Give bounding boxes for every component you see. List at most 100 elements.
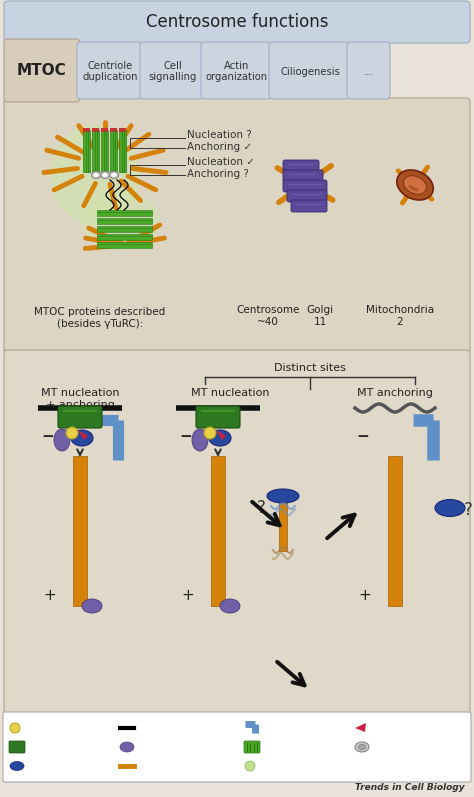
- Ellipse shape: [355, 742, 369, 752]
- FancyBboxPatch shape: [4, 98, 470, 354]
- Text: 11: 11: [313, 317, 327, 327]
- FancyBboxPatch shape: [283, 160, 319, 172]
- Text: Distal appendage: Distal appendage: [372, 724, 452, 732]
- Text: Centrosome functions: Centrosome functions: [146, 13, 328, 31]
- Bar: [83, 128, 91, 132]
- Bar: [279, 496, 287, 551]
- Bar: [110, 130, 118, 172]
- Ellipse shape: [50, 125, 140, 225]
- Ellipse shape: [109, 171, 118, 179]
- Text: Centrosome: Centrosome: [237, 305, 300, 315]
- FancyBboxPatch shape: [9, 741, 25, 753]
- Bar: [92, 130, 100, 172]
- Text: Nucleation ✓: Nucleation ✓: [187, 157, 255, 167]
- Text: −: −: [356, 429, 369, 443]
- Ellipse shape: [54, 429, 70, 451]
- Polygon shape: [355, 723, 366, 732]
- Polygon shape: [216, 430, 226, 440]
- Text: PCM: PCM: [262, 761, 282, 771]
- Text: Anchoring ?: Anchoring ?: [187, 169, 249, 179]
- Text: Golgi: Golgi: [306, 305, 334, 315]
- Ellipse shape: [71, 430, 93, 446]
- Text: Centriole: Centriole: [262, 743, 303, 752]
- Text: ?: ?: [256, 499, 265, 517]
- Text: MT nucleation: MT nucleation: [191, 388, 269, 398]
- Polygon shape: [78, 430, 88, 440]
- Ellipse shape: [93, 173, 99, 177]
- Bar: [388, 456, 402, 606]
- FancyBboxPatch shape: [58, 406, 102, 428]
- Ellipse shape: [267, 489, 299, 503]
- Bar: [97, 218, 152, 223]
- Bar: [211, 456, 225, 606]
- Bar: [97, 242, 152, 248]
- Text: ~40: ~40: [257, 317, 279, 327]
- Text: MTOC proteins described
(besides γTuRC):: MTOC proteins described (besides γTuRC):: [35, 307, 165, 328]
- Text: γTuRC activator: γTuRC activator: [27, 724, 98, 732]
- Text: Anchoring factor: Anchoring factor: [262, 724, 337, 732]
- Text: ?: ?: [464, 501, 473, 519]
- Text: −: −: [42, 429, 55, 443]
- Text: Centriole
duplication: Centriole duplication: [83, 61, 138, 82]
- Ellipse shape: [10, 761, 24, 771]
- Text: −: −: [180, 429, 192, 443]
- Bar: [73, 456, 87, 606]
- Bar: [97, 226, 152, 231]
- FancyBboxPatch shape: [244, 741, 260, 753]
- Text: MT regulator: MT regulator: [137, 743, 195, 752]
- FancyBboxPatch shape: [4, 350, 470, 716]
- Text: MT nucleation
+ anchoring: MT nucleation + anchoring: [41, 388, 119, 410]
- Ellipse shape: [120, 742, 134, 752]
- Text: Actin
organization: Actin organization: [206, 61, 268, 82]
- Ellipse shape: [192, 429, 208, 451]
- FancyBboxPatch shape: [196, 406, 240, 428]
- FancyBboxPatch shape: [4, 39, 80, 102]
- FancyBboxPatch shape: [287, 190, 327, 202]
- Text: 2: 2: [397, 317, 403, 327]
- Text: +: +: [44, 588, 56, 603]
- Ellipse shape: [80, 190, 160, 250]
- Bar: [119, 128, 127, 132]
- FancyBboxPatch shape: [3, 712, 471, 782]
- FancyBboxPatch shape: [140, 42, 204, 99]
- Ellipse shape: [91, 171, 100, 179]
- Bar: [110, 128, 118, 132]
- Circle shape: [66, 427, 78, 439]
- Text: Nucleation ?: Nucleation ?: [187, 130, 252, 140]
- Circle shape: [10, 723, 20, 733]
- FancyBboxPatch shape: [347, 42, 390, 99]
- Text: MT: MT: [137, 761, 150, 771]
- Bar: [101, 128, 109, 132]
- Bar: [83, 130, 91, 172]
- FancyBboxPatch shape: [269, 42, 350, 99]
- FancyBboxPatch shape: [283, 180, 327, 192]
- Text: Organelle surface: Organelle surface: [137, 724, 218, 732]
- FancyBboxPatch shape: [201, 42, 272, 99]
- Bar: [97, 210, 152, 215]
- Text: Ciliogenesis: Ciliogenesis: [280, 66, 340, 77]
- Text: Distinct sites: Distinct sites: [274, 363, 346, 373]
- Bar: [92, 128, 100, 132]
- Text: Trends in Cell Biology: Trends in Cell Biology: [356, 783, 465, 792]
- Text: +: +: [182, 588, 194, 603]
- Ellipse shape: [209, 430, 231, 446]
- Text: ...: ...: [364, 66, 374, 77]
- Ellipse shape: [100, 171, 109, 179]
- Text: Anchoring ✓: Anchoring ✓: [187, 142, 252, 152]
- FancyBboxPatch shape: [291, 200, 327, 212]
- FancyBboxPatch shape: [283, 170, 323, 182]
- Circle shape: [204, 427, 216, 439]
- Ellipse shape: [220, 599, 240, 613]
- Bar: [119, 130, 127, 172]
- Circle shape: [245, 761, 255, 771]
- Text: +: +: [359, 588, 371, 603]
- Ellipse shape: [358, 744, 365, 749]
- Ellipse shape: [403, 176, 427, 194]
- Ellipse shape: [111, 173, 117, 177]
- Ellipse shape: [102, 173, 108, 177]
- Bar: [101, 130, 109, 172]
- Text: γTuRC: γTuRC: [27, 761, 54, 771]
- FancyBboxPatch shape: [4, 1, 470, 43]
- Text: Recruitment factor: Recruitment factor: [27, 743, 112, 752]
- Ellipse shape: [435, 500, 465, 516]
